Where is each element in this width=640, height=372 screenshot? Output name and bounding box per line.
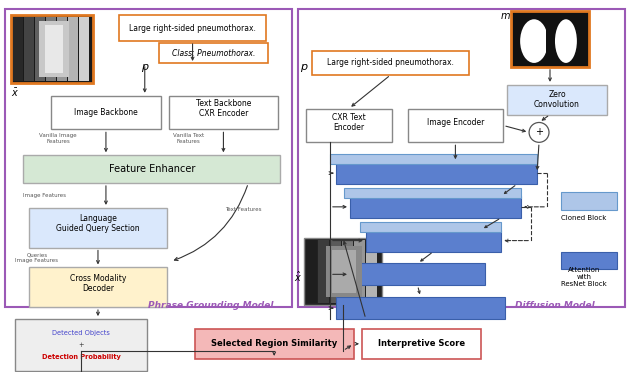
Text: Cross Modality
Decoder: Cross Modality Decoder (70, 273, 126, 293)
Text: Feature Enhancer: Feature Enhancer (109, 164, 195, 174)
Bar (366, 240, 377, 303)
Bar (304, 238, 381, 305)
Bar (306, 240, 317, 303)
Bar (318, 240, 329, 303)
Text: Text Features: Text Features (225, 207, 262, 212)
Text: Image Features: Image Features (23, 193, 67, 198)
Text: +: + (535, 127, 543, 137)
Bar (336, 297, 505, 319)
Bar (35, 17, 45, 81)
Bar (57, 17, 67, 81)
Text: Image Backbone: Image Backbone (74, 108, 138, 117)
Text: Interpretive Score: Interpretive Score (378, 339, 465, 348)
Text: $\bar{x}$: $\bar{x}$ (12, 87, 19, 99)
Bar (5, 9, 292, 307)
Bar (511, 11, 589, 67)
Bar (350, 196, 521, 218)
Bar (332, 250, 356, 293)
Bar (39, 21, 69, 77)
FancyArrowPatch shape (175, 186, 248, 260)
Text: Detected Objects: Detected Objects (52, 330, 110, 336)
Circle shape (529, 122, 549, 142)
Ellipse shape (520, 19, 548, 63)
Text: Queries
Image Features: Queries Image Features (15, 252, 58, 263)
Text: Detection Probability: Detection Probability (42, 354, 120, 360)
Text: Class: Pneumothorax.: Class: Pneumothorax. (172, 48, 255, 58)
Bar (119, 15, 266, 41)
Bar (29, 208, 166, 247)
Bar (561, 192, 617, 210)
Bar (546, 14, 550, 66)
Text: Large right-sided pneumothorax.: Large right-sided pneumothorax. (327, 58, 454, 67)
Text: Phrase Grounding Model: Phrase Grounding Model (148, 301, 273, 310)
Bar (561, 251, 617, 269)
Bar (408, 109, 503, 142)
Bar (344, 188, 521, 198)
Text: Image Encoder: Image Encoder (427, 118, 484, 127)
Bar (342, 240, 353, 303)
Text: Vanilla Image
Features: Vanilla Image Features (39, 133, 77, 144)
Text: Large right-sided pneumothorax.: Large right-sided pneumothorax. (129, 24, 256, 33)
Bar (298, 9, 625, 307)
Bar (68, 17, 78, 81)
Bar (13, 17, 23, 81)
Bar (195, 329, 354, 359)
Bar (51, 96, 161, 129)
Text: $\hat{x}$: $\hat{x}$ (294, 270, 302, 285)
Text: Text Backbone
CXR Encoder: Text Backbone CXR Encoder (196, 99, 251, 118)
Bar (326, 246, 362, 297)
Bar (15, 319, 147, 371)
Text: Diffusion Model: Diffusion Model (515, 301, 595, 310)
Ellipse shape (555, 19, 577, 63)
Bar (362, 329, 481, 359)
Bar (12, 15, 93, 83)
Text: p: p (300, 62, 307, 72)
Bar (23, 155, 280, 183)
Text: p: p (141, 62, 148, 72)
Text: Attention
with
ResNet Block: Attention with ResNet Block (561, 267, 607, 287)
Bar (46, 17, 56, 81)
Bar (366, 230, 501, 251)
Bar (29, 267, 166, 307)
Bar (306, 109, 392, 142)
Bar (336, 162, 537, 184)
Bar (312, 51, 469, 75)
Text: Cloned Block: Cloned Block (561, 215, 606, 221)
Text: Zero
Convolution: Zero Convolution (534, 90, 580, 109)
Bar (45, 25, 63, 73)
Bar (330, 240, 341, 303)
Text: Vanilla Text
Features: Vanilla Text Features (173, 133, 204, 144)
Bar (79, 17, 89, 81)
Text: Language
Guided Query Section: Language Guided Query Section (56, 214, 140, 233)
Text: Selected Region Similarity: Selected Region Similarity (211, 339, 337, 348)
Bar (330, 154, 537, 164)
Bar (159, 43, 268, 63)
Text: m: m (500, 11, 510, 21)
Bar (507, 85, 607, 115)
Bar (350, 263, 485, 285)
Bar (360, 222, 501, 232)
Text: CXR Text
Encoder: CXR Text Encoder (332, 113, 365, 132)
Bar (24, 17, 35, 81)
Bar (354, 240, 365, 303)
Text: +: + (78, 342, 84, 348)
Bar (169, 96, 278, 129)
